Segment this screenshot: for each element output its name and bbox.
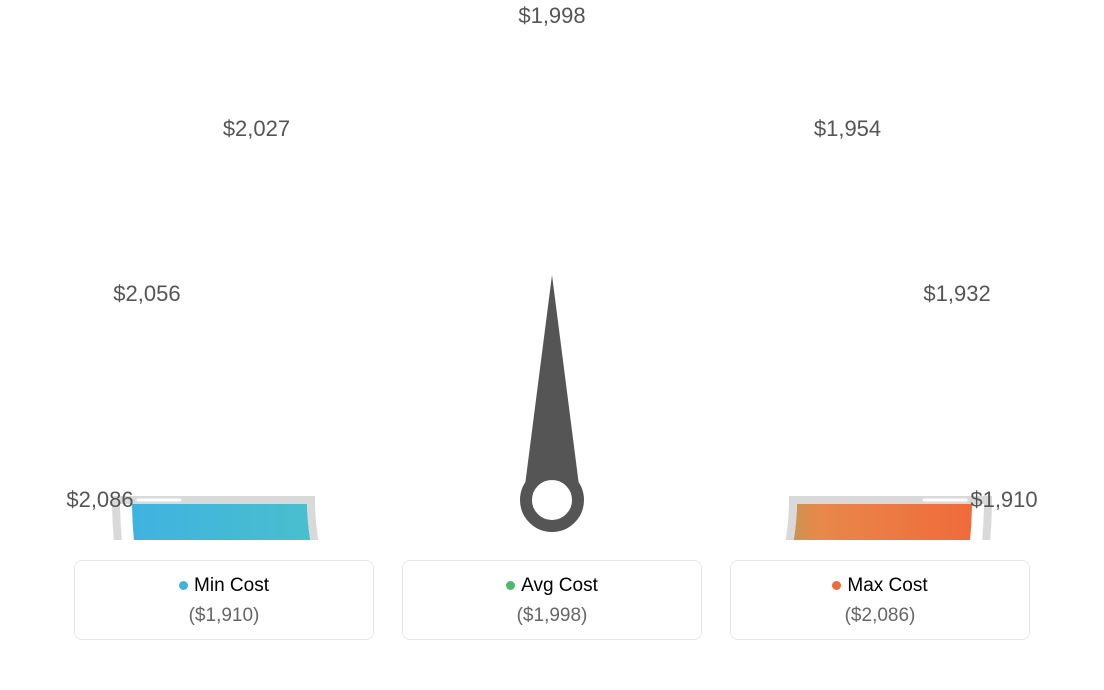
legend-card-min: Min Cost ($1,910) <box>74 560 374 640</box>
gauge-svg <box>30 30 1074 540</box>
legend-title-min: Min Cost <box>85 575 363 597</box>
gauge-tick-label: $1,998 <box>518 3 585 29</box>
dot-icon <box>506 581 515 590</box>
gauge-chart: $1,910$1,932$1,954$1,998$2,027$2,056$2,0… <box>30 30 1074 540</box>
legend-value-avg: ($1,998) <box>413 605 691 627</box>
gauge-tick-label: $1,910 <box>970 487 1037 513</box>
gauge-tick-label: $2,027 <box>223 116 290 142</box>
gauge-tick-label: $1,932 <box>923 281 990 307</box>
legend-label-max: Max Cost <box>847 575 927 596</box>
legend-label-min: Min Cost <box>194 575 269 596</box>
dot-icon <box>179 581 188 590</box>
legend-value-min: ($1,910) <box>85 605 363 627</box>
legend-title-avg: Avg Cost <box>413 575 691 597</box>
dot-icon <box>832 581 841 590</box>
gauge-tick-label: $2,086 <box>66 487 133 513</box>
legend-card-max: Max Cost ($2,086) <box>730 560 1030 640</box>
legend-card-avg: Avg Cost ($1,998) <box>402 560 702 640</box>
gauge-tick-label: $2,056 <box>113 281 180 307</box>
legend-title-max: Max Cost <box>741 575 1019 597</box>
gauge-tick-label: $1,954 <box>814 116 881 142</box>
legend-label-avg: Avg Cost <box>521 575 598 596</box>
legend-row: Min Cost ($1,910) Avg Cost ($1,998) Max … <box>30 560 1074 640</box>
legend-value-max: ($2,086) <box>741 605 1019 627</box>
